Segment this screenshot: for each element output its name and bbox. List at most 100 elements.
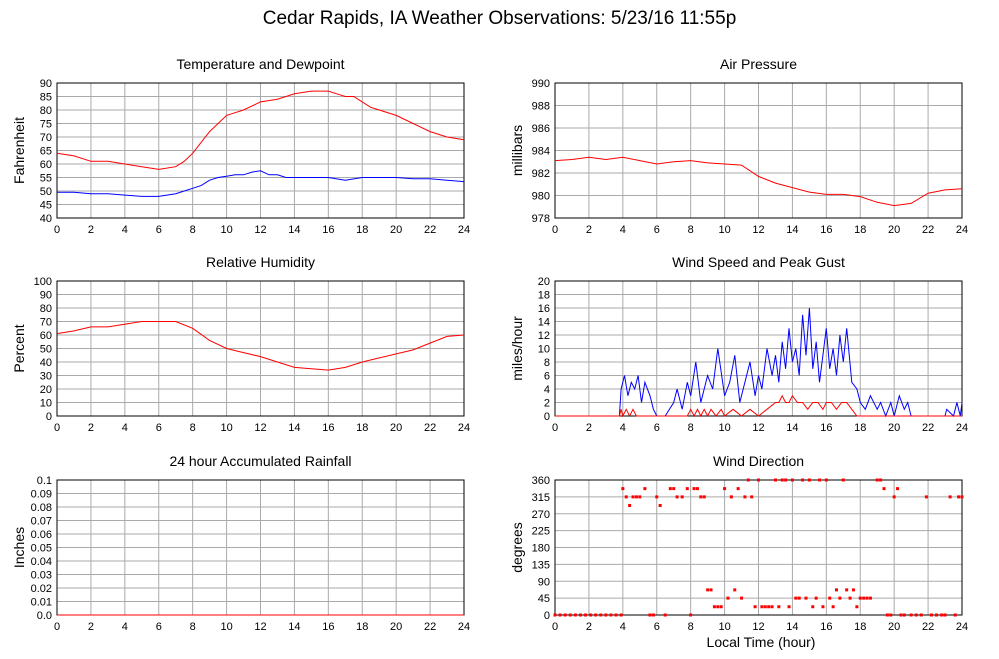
x-tick-label: 10 (718, 224, 730, 236)
data-point (568, 613, 572, 617)
data-point (902, 613, 906, 617)
data-point (685, 487, 689, 491)
data-point (609, 613, 613, 617)
y-axis-label: millibars (509, 125, 525, 176)
data-point (631, 495, 635, 499)
y-tick-label: 0.0 (37, 610, 52, 622)
x-tick-label: 4 (122, 422, 128, 434)
data-point (848, 596, 852, 600)
data-point (760, 605, 764, 609)
chart-title: 24 hour Accumulated Rainfall (169, 453, 351, 469)
x-tick-label: 22 (922, 422, 934, 434)
data-point (716, 605, 720, 609)
y-tick-label: 4 (544, 384, 550, 396)
x-tick-label: 6 (156, 621, 162, 633)
x-axis-label: Local Time (hour) (706, 634, 816, 650)
data-point (807, 478, 811, 482)
y-tick-label: 0.06 (31, 529, 52, 541)
data-point (868, 596, 872, 600)
x-tick-label: 10 (718, 422, 730, 434)
y-tick-label: 0 (544, 610, 550, 622)
y-tick-label: 20 (40, 384, 52, 396)
data-point (709, 588, 713, 592)
x-tick-label: 4 (620, 621, 626, 633)
y-tick-label: 0.01 (31, 597, 52, 609)
y-tick-label: 0.09 (31, 489, 52, 501)
x-tick-label: 6 (156, 224, 162, 236)
y-tick-label: 90 (538, 576, 550, 588)
x-tick-label: 0 (54, 422, 60, 434)
data-point (723, 487, 727, 491)
x-tick-label: 24 (956, 224, 968, 236)
y-tick-label: 0.07 (31, 516, 52, 528)
x-tick-label: 24 (458, 422, 470, 434)
x-tick-label: 10 (220, 422, 232, 434)
data-point (621, 487, 625, 491)
series-line (554, 156, 963, 207)
data-point (746, 478, 750, 482)
y-tick-label: 60 (40, 159, 52, 171)
data-point (663, 613, 667, 617)
y-tick-label: 55 (40, 173, 52, 185)
x-tick-label: 2 (586, 224, 592, 236)
data-point (794, 596, 798, 600)
data-point (957, 495, 961, 499)
rh-chart: 0 2 4 6 8 10 12 14 16 18 20 22 240102030405060708090… (11, 254, 470, 434)
data-point (767, 605, 771, 609)
y-tick-label: 0.05 (31, 543, 52, 555)
data-point (838, 596, 842, 600)
data-point (924, 495, 928, 499)
data-point (777, 605, 781, 609)
x-tick-label: 14 (288, 224, 300, 236)
pres-chart: 0 2 4 6 8 10 12 14 16 18 20 22 249789809829849869889… (509, 56, 968, 236)
data-point (695, 487, 699, 491)
y-tick-label: 0.03 (31, 570, 52, 582)
y-tick-label: 225 (532, 526, 550, 538)
x-tick-label: 12 (752, 224, 764, 236)
data-point (929, 613, 933, 617)
data-point (824, 478, 828, 482)
temp-chart: 0 2 4 6 8 10 12 14 16 18 20 22 244045505560657075808… (11, 56, 470, 236)
x-tick-label: 4 (620, 422, 626, 434)
data-point (845, 588, 849, 592)
data-point (573, 613, 577, 617)
x-tick-label: 12 (254, 422, 266, 434)
data-point (892, 495, 896, 499)
x-tick-label: 8 (190, 621, 196, 633)
x-tick-label: 6 (654, 422, 660, 434)
x-tick-label: 16 (322, 224, 334, 236)
data-point (818, 478, 822, 482)
y-tick-label: 45 (40, 200, 52, 212)
y-axis-label: miles/hour (509, 316, 525, 381)
data-point (604, 613, 608, 617)
y-tick-label: 135 (532, 559, 550, 571)
x-tick-label: 2 (88, 621, 94, 633)
data-point (784, 478, 788, 482)
series-line (56, 90, 465, 170)
plot-frame (554, 82, 963, 219)
data-point (919, 613, 923, 617)
x-tick-label: 2 (586, 422, 592, 434)
y-tick-label: 75 (40, 119, 52, 131)
data-point (851, 588, 855, 592)
data-point (689, 613, 693, 617)
x-tick-label: 22 (922, 621, 934, 633)
x-tick-label: 8 (688, 621, 694, 633)
data-point (757, 478, 760, 482)
y-tick-label: 100 (34, 276, 52, 288)
y-tick-label: 85 (40, 92, 52, 104)
data-point (719, 605, 723, 609)
y-tick-label: 360 (532, 475, 550, 487)
y-tick-label: 70 (40, 132, 52, 144)
data-point (953, 613, 957, 617)
data-point (668, 487, 672, 491)
data-point (699, 495, 703, 499)
x-tick-label: 22 (424, 621, 436, 633)
x-tick-label: 18 (854, 422, 866, 434)
x-tick-label: 10 (220, 621, 232, 633)
data-point (733, 588, 737, 592)
x-tick-label: 6 (654, 224, 660, 236)
data-point (770, 605, 774, 609)
data-point (828, 596, 832, 600)
